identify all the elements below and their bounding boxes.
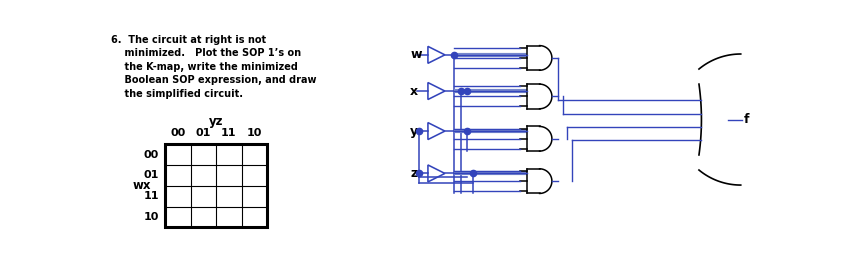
Text: 00: 00 <box>144 150 160 160</box>
Text: 00: 00 <box>170 128 186 138</box>
Text: yz: yz <box>209 115 224 128</box>
Text: 11: 11 <box>143 191 160 201</box>
Text: the K-map, write the minimized: the K-map, write the minimized <box>111 62 298 72</box>
Text: x: x <box>410 85 419 98</box>
Text: 11: 11 <box>221 128 236 138</box>
Text: wx: wx <box>133 179 152 192</box>
Text: 01: 01 <box>143 170 160 180</box>
Text: 10: 10 <box>143 212 160 222</box>
Text: w: w <box>410 48 422 61</box>
Text: the simplified circuit.: the simplified circuit. <box>111 89 243 99</box>
Text: y: y <box>410 125 419 138</box>
Text: 10: 10 <box>246 128 262 138</box>
Text: z: z <box>410 167 418 180</box>
Text: f: f <box>744 113 749 126</box>
Text: Boolean SOP expression, and draw: Boolean SOP expression, and draw <box>111 75 316 85</box>
Text: 6.  The circuit at right is not: 6. The circuit at right is not <box>111 35 266 45</box>
Text: minimized.   Plot the SOP 1’s on: minimized. Plot the SOP 1’s on <box>111 48 300 58</box>
Text: 01: 01 <box>196 128 211 138</box>
